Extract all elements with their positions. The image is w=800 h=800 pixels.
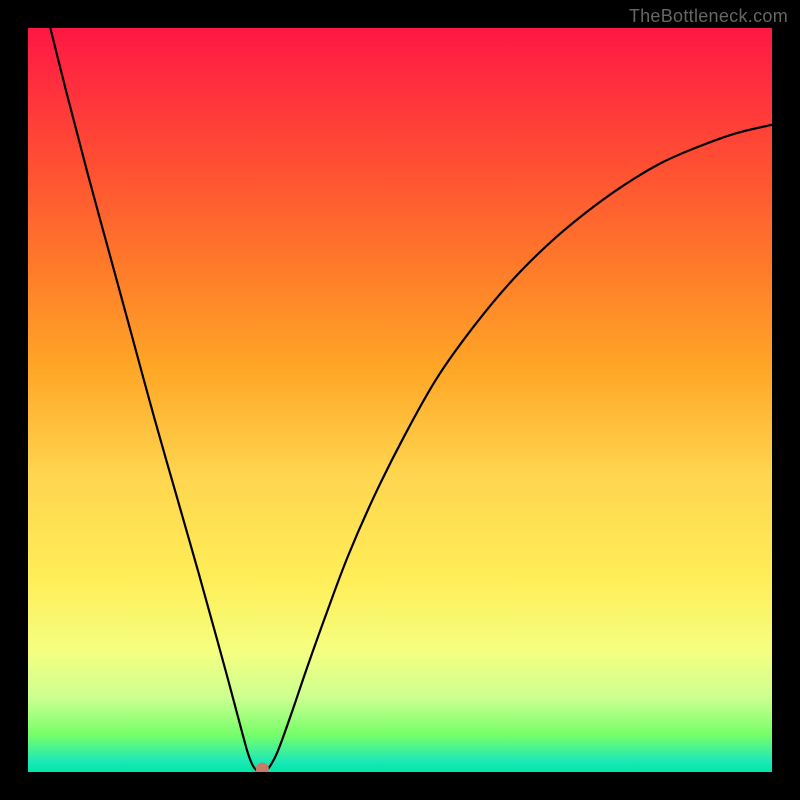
chart-plot-area [28, 28, 772, 772]
chart-background [28, 28, 772, 772]
watermark-text: TheBottleneck.com [629, 6, 788, 27]
bottleneck-chart [28, 28, 772, 772]
